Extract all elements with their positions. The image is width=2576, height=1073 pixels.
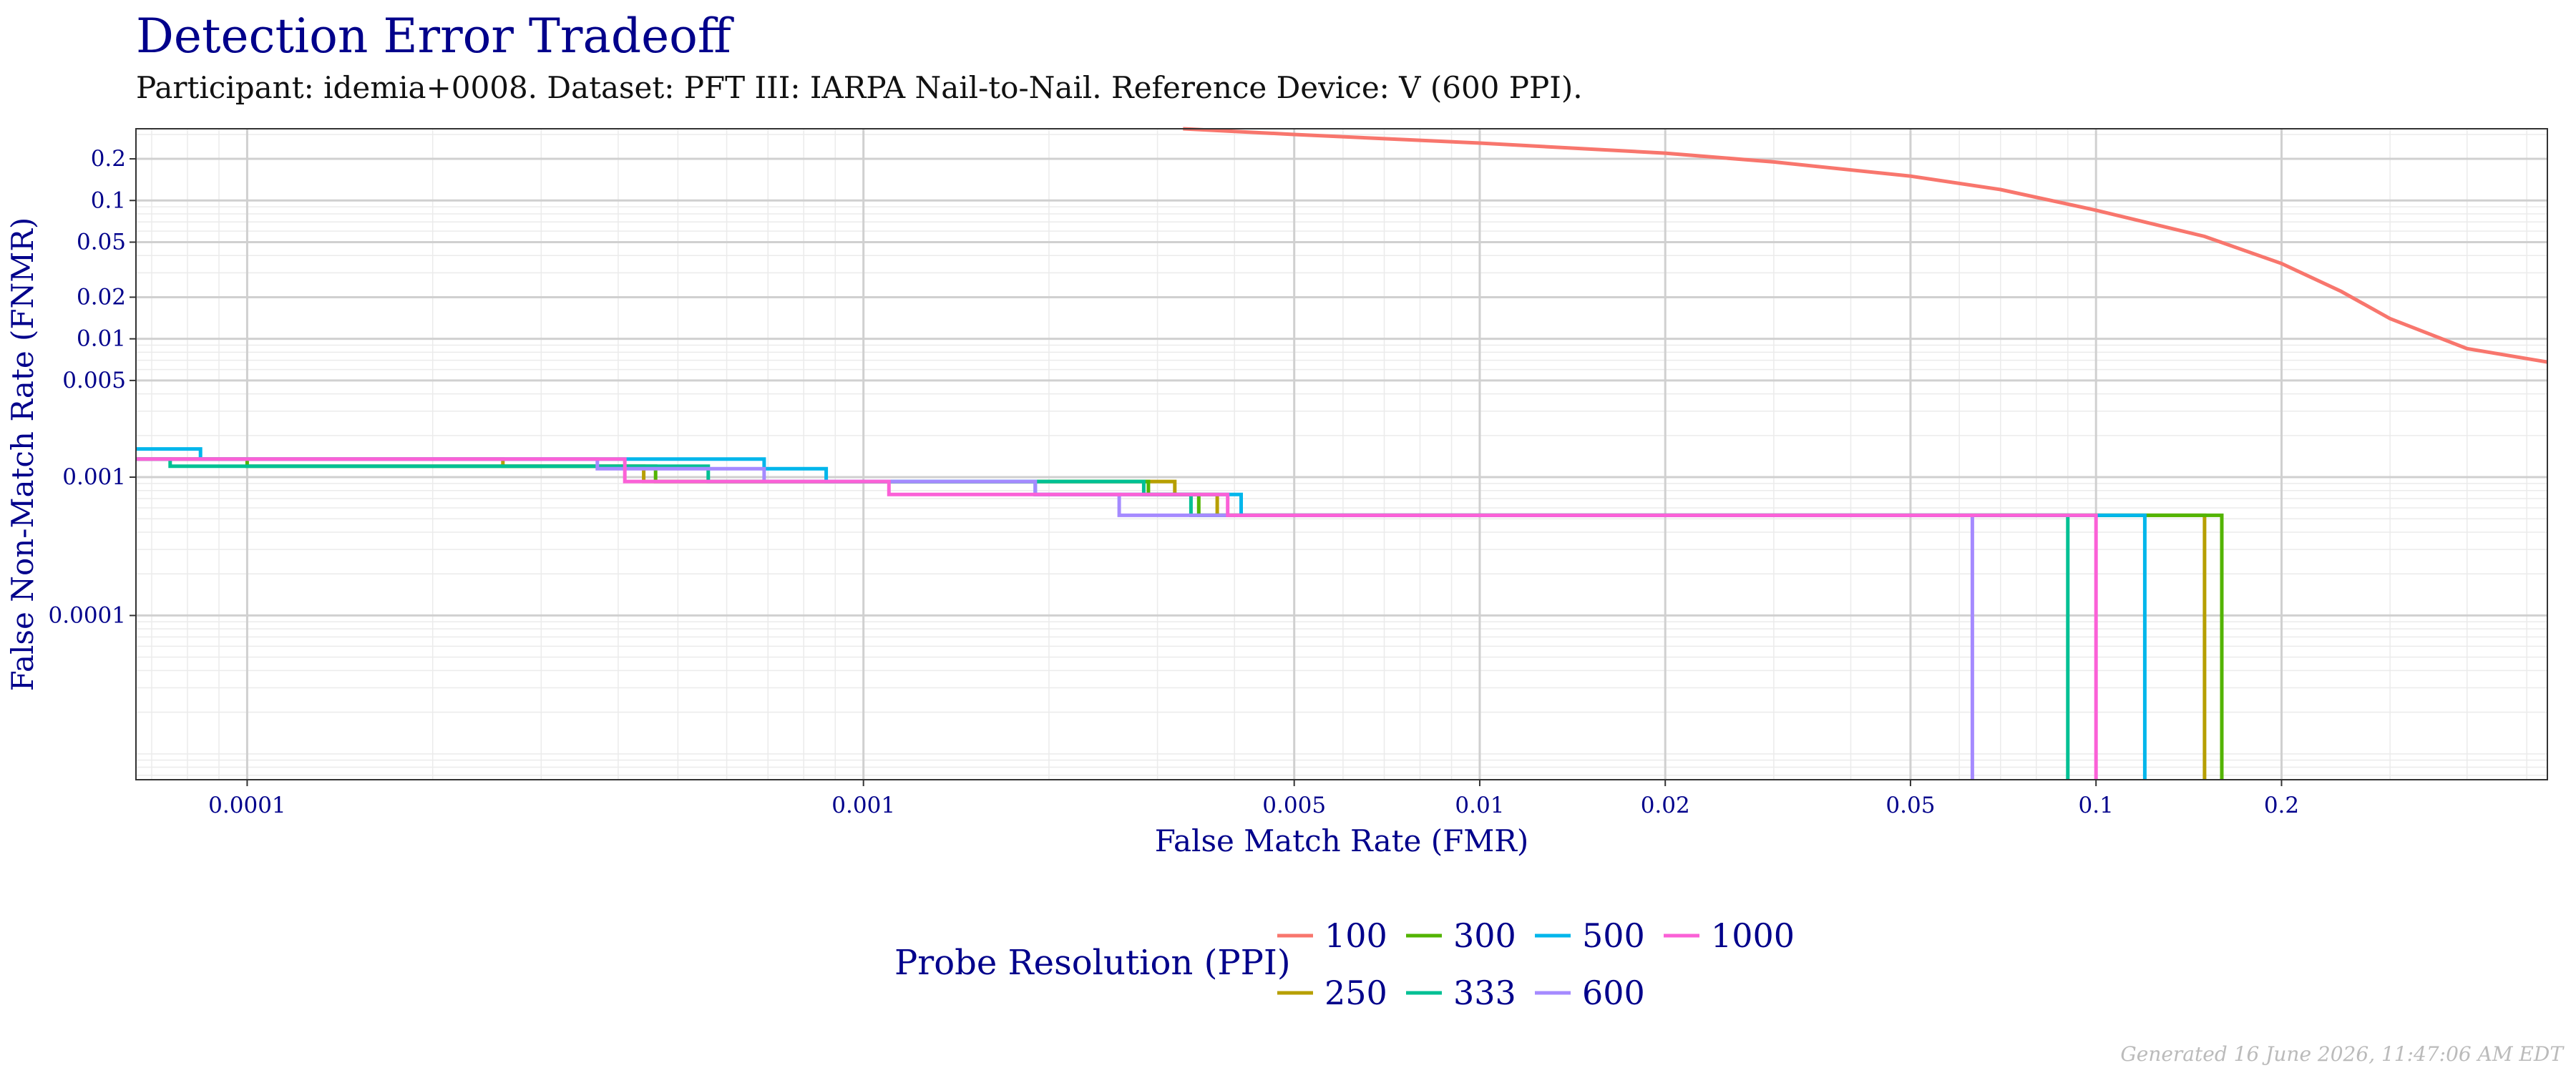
y-tick-label: 0.1 bbox=[91, 187, 126, 213]
series-line-1000 bbox=[136, 457, 2098, 780]
x-tick-label: 0.05 bbox=[1885, 793, 1935, 818]
series-line-100 bbox=[1183, 127, 2548, 364]
y-tick-label: 0.2 bbox=[91, 146, 126, 172]
generated-timestamp: Generated 16 June 2026, 11:47:06 AM EDT bbox=[2120, 1042, 2563, 1066]
y-tick-label: 0.0001 bbox=[49, 602, 126, 628]
y-tick-label: 0.001 bbox=[62, 464, 126, 490]
y-tick-label: 0.05 bbox=[77, 229, 126, 255]
y-tick-label: 0.01 bbox=[77, 326, 126, 352]
x-axis-title: False Match Rate (FMR) bbox=[1155, 823, 1529, 858]
chart-title: Detection Error Tradeoff bbox=[136, 9, 731, 64]
x-tick-label: 0.01 bbox=[1455, 793, 1504, 818]
x-tick-label: 0.02 bbox=[1641, 793, 1690, 818]
legend-label-333: 333 bbox=[1453, 974, 1516, 1012]
x-tick-label: 0.1 bbox=[2079, 793, 2114, 818]
y-tick-label: 0.02 bbox=[77, 284, 126, 310]
legend: Probe Resolution (PPI) 100 250 300 333 500 60… bbox=[894, 916, 1795, 1012]
plot-panel bbox=[135, 128, 2548, 780]
chart-subtitle: Participant: idemia+0008. Dataset: PFT I… bbox=[136, 70, 1583, 105]
x-tick-label: 0.005 bbox=[1262, 793, 1326, 818]
legend-title: Probe Resolution (PPI) bbox=[894, 943, 1291, 983]
x-tick-label: 0.2 bbox=[2264, 793, 2299, 818]
y-axis-title: False Non-Match Rate (FNMR) bbox=[5, 217, 40, 692]
legend-label-250: 250 bbox=[1324, 974, 1387, 1012]
legend-label-600: 600 bbox=[1582, 974, 1645, 1012]
legend-label-500: 500 bbox=[1582, 916, 1645, 955]
axes: 0.0001 0.001 0.005 0.01 0.02 0.05 0.1 0.2 0.0001… bbox=[49, 128, 2548, 818]
y-tick-label: 0.005 bbox=[62, 368, 126, 393]
x-tick-label: 0.001 bbox=[831, 793, 895, 818]
legend-label-1000: 1000 bbox=[1711, 916, 1795, 955]
legend-label-100: 100 bbox=[1324, 916, 1387, 955]
plot-border bbox=[135, 128, 2548, 780]
x-tick-label: 0.0001 bbox=[208, 793, 286, 818]
legend-label-300: 300 bbox=[1453, 916, 1516, 955]
series-lines bbox=[136, 127, 2548, 780]
